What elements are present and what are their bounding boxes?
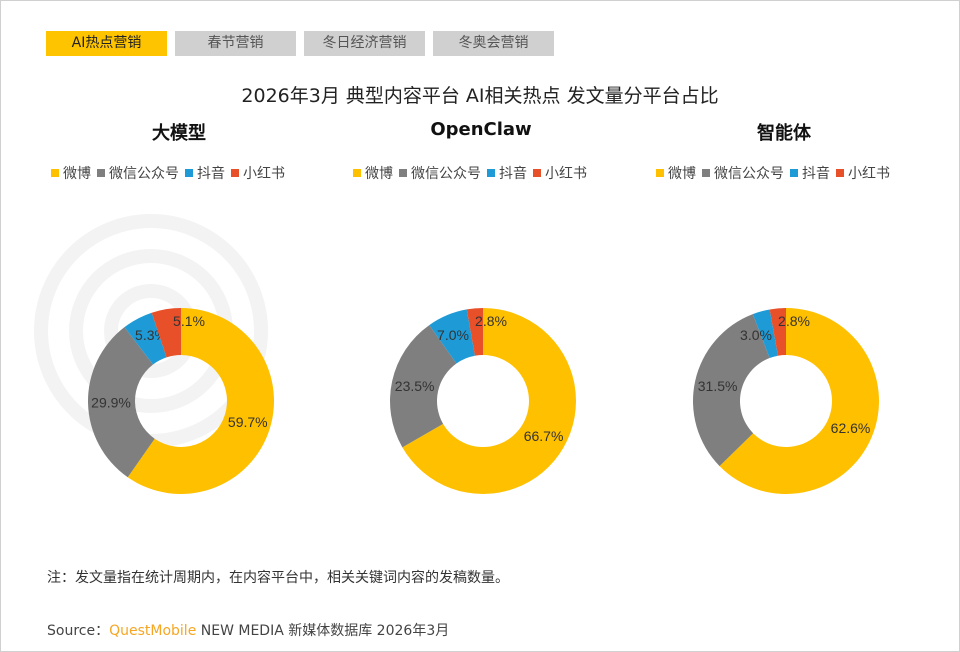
legend-label: 小红书 [848,166,890,182]
tab-winter-olympics[interactable]: 冬奥会营销 [433,31,554,56]
legend-swatch [702,169,710,177]
tab-ai-hotspot[interactable]: AI热点营销 [46,31,167,56]
legend: 微博 微信公众号 抖音 小红书 [650,163,890,183]
data-label: 29.9% [91,395,131,411]
data-label: 23.5% [395,378,435,394]
tab-spring-festival[interactable]: 春节营销 [175,31,296,56]
data-label: 2.8% [475,313,507,329]
donut-slice-抖音 [124,312,167,365]
donut-slice-微信公众号 [693,314,770,467]
chart-subtitle: 智能体 [757,123,811,144]
legend-swatch [231,169,239,177]
data-label: 62.6% [831,420,871,436]
legend-swatch [533,169,541,177]
chart-subtitle: OpenClaw [430,119,532,140]
legend-label: 微博 [365,166,393,182]
data-label: 31.5% [698,378,738,394]
legend: 微博 微信公众号 抖音 小红书 [45,163,285,183]
donut-slice-小红书 [151,308,181,358]
data-label: 59.7% [228,414,268,430]
data-label: 3.0% [740,327,772,343]
data-label: 66.7% [524,428,564,444]
legend-label: 小红书 [243,166,285,182]
legend-swatch [656,169,664,177]
legend-swatch [353,169,361,177]
footnote: 注：发文量指在统计周期内，在内容平台中，相关关键词内容的发稿数量。 [47,570,509,586]
legend-label: 抖音 [197,166,225,182]
source-rest: NEW MEDIA 新媒体数据库 2026年3月 [196,623,450,639]
data-label: 5.1% [173,313,205,329]
legend-swatch [185,169,193,177]
source-prefix: Source： [47,623,110,639]
donut-slice-小红书 [769,308,786,356]
legend-label: 微信公众号 [109,166,179,182]
chart-title: 2026年3月 典型内容平台 AI相关热点 发文量分平台占比 [241,85,719,107]
legend-swatch [836,169,844,177]
donut-slice-微信公众号 [88,327,155,478]
legend-label: 抖音 [499,166,527,182]
donut-slice-小红书 [466,308,483,356]
data-label: 7.0% [437,327,469,343]
donut-slice-微博 [127,308,274,495]
donut-slice-抖音 [429,309,475,364]
tab-winter-economy[interactable]: 冬日经济营销 [304,31,425,56]
legend-swatch [97,169,105,177]
legend-label: 微信公众号 [411,166,481,182]
donut-slice-微博 [402,308,576,494]
legend-swatch [51,169,59,177]
legend-swatch [790,169,798,177]
legend-label: 小红书 [545,166,587,182]
legend-label: 微信公众号 [714,166,784,182]
legend-label: 微博 [63,166,91,182]
legend-swatch [399,169,407,177]
data-label: 2.8% [778,313,810,329]
donut-slice-微信公众号 [390,325,457,448]
legend-label: 抖音 [802,166,830,182]
donut-slice-微博 [719,308,879,494]
legend-label: 微博 [668,166,696,182]
legend: 微博 微信公众号 抖音 小红书 [347,163,587,183]
source-line: Source：QuestMobile NEW MEDIA 新媒体数据库 2026… [47,620,449,640]
legend-swatch [487,169,495,177]
source-brand: QuestMobile [109,623,197,639]
donut-slice-抖音 [752,309,778,359]
chart-subtitle: 大模型 [152,123,206,144]
